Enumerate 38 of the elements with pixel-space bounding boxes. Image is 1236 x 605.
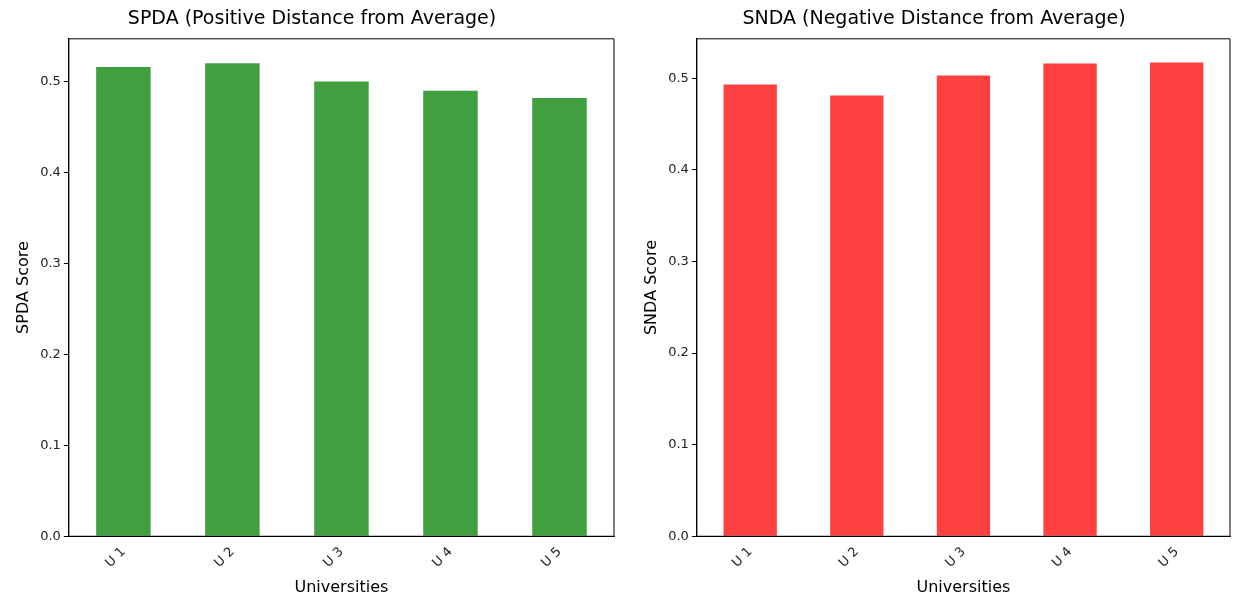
y-tick-label: 0.1 — [668, 436, 689, 452]
bar — [1043, 63, 1097, 536]
x-tick-label: U 5 — [1155, 543, 1182, 570]
bar — [723, 84, 777, 536]
y-tick-label: 0.3 — [668, 252, 689, 268]
chart-title: SNDA (Negative Distance from Average) — [742, 6, 1126, 29]
bar — [532, 97, 587, 536]
x-axis-title: Universities — [916, 576, 1011, 596]
y-tick-label: 0.3 — [40, 254, 61, 270]
bar — [1150, 62, 1204, 536]
x-axis-title: Universities — [294, 576, 389, 596]
y-tick-label: 0.2 — [668, 344, 689, 360]
x-tick-label: U 5 — [537, 543, 564, 570]
x-tick-label: U 1 — [101, 543, 128, 570]
y-tick-label: 0.4 — [40, 163, 61, 179]
bar — [936, 75, 991, 536]
y-tick-label: 0.4 — [668, 161, 689, 177]
x-tick-label: U 4 — [1048, 543, 1075, 570]
x-tick-label: U 1 — [728, 543, 755, 570]
y-tick-label: 0.0 — [668, 527, 689, 543]
x-tick-label: U 4 — [428, 543, 455, 570]
bar — [830, 95, 884, 536]
y-axis-title: SPDA Score — [12, 241, 32, 334]
x-tick-label: U 3 — [319, 543, 346, 570]
y-axis-title: SNDA Score — [640, 240, 660, 336]
y-tick-label: 0.1 — [40, 436, 61, 452]
bar — [314, 81, 369, 536]
y-tick-label: 0.2 — [40, 345, 61, 361]
x-tick-label: U 2 — [835, 543, 862, 570]
x-tick-label: U 3 — [941, 543, 968, 570]
y-tick-label: 0.5 — [40, 72, 61, 88]
x-tick-label: U 2 — [210, 543, 237, 570]
y-tick-label: 0.0 — [40, 527, 61, 543]
bar — [423, 90, 478, 536]
bar — [96, 66, 151, 536]
bar — [205, 63, 260, 536]
chart-title: SPDA (Positive Distance from Average) — [127, 6, 497, 29]
y-tick-label: 0.5 — [668, 69, 689, 85]
